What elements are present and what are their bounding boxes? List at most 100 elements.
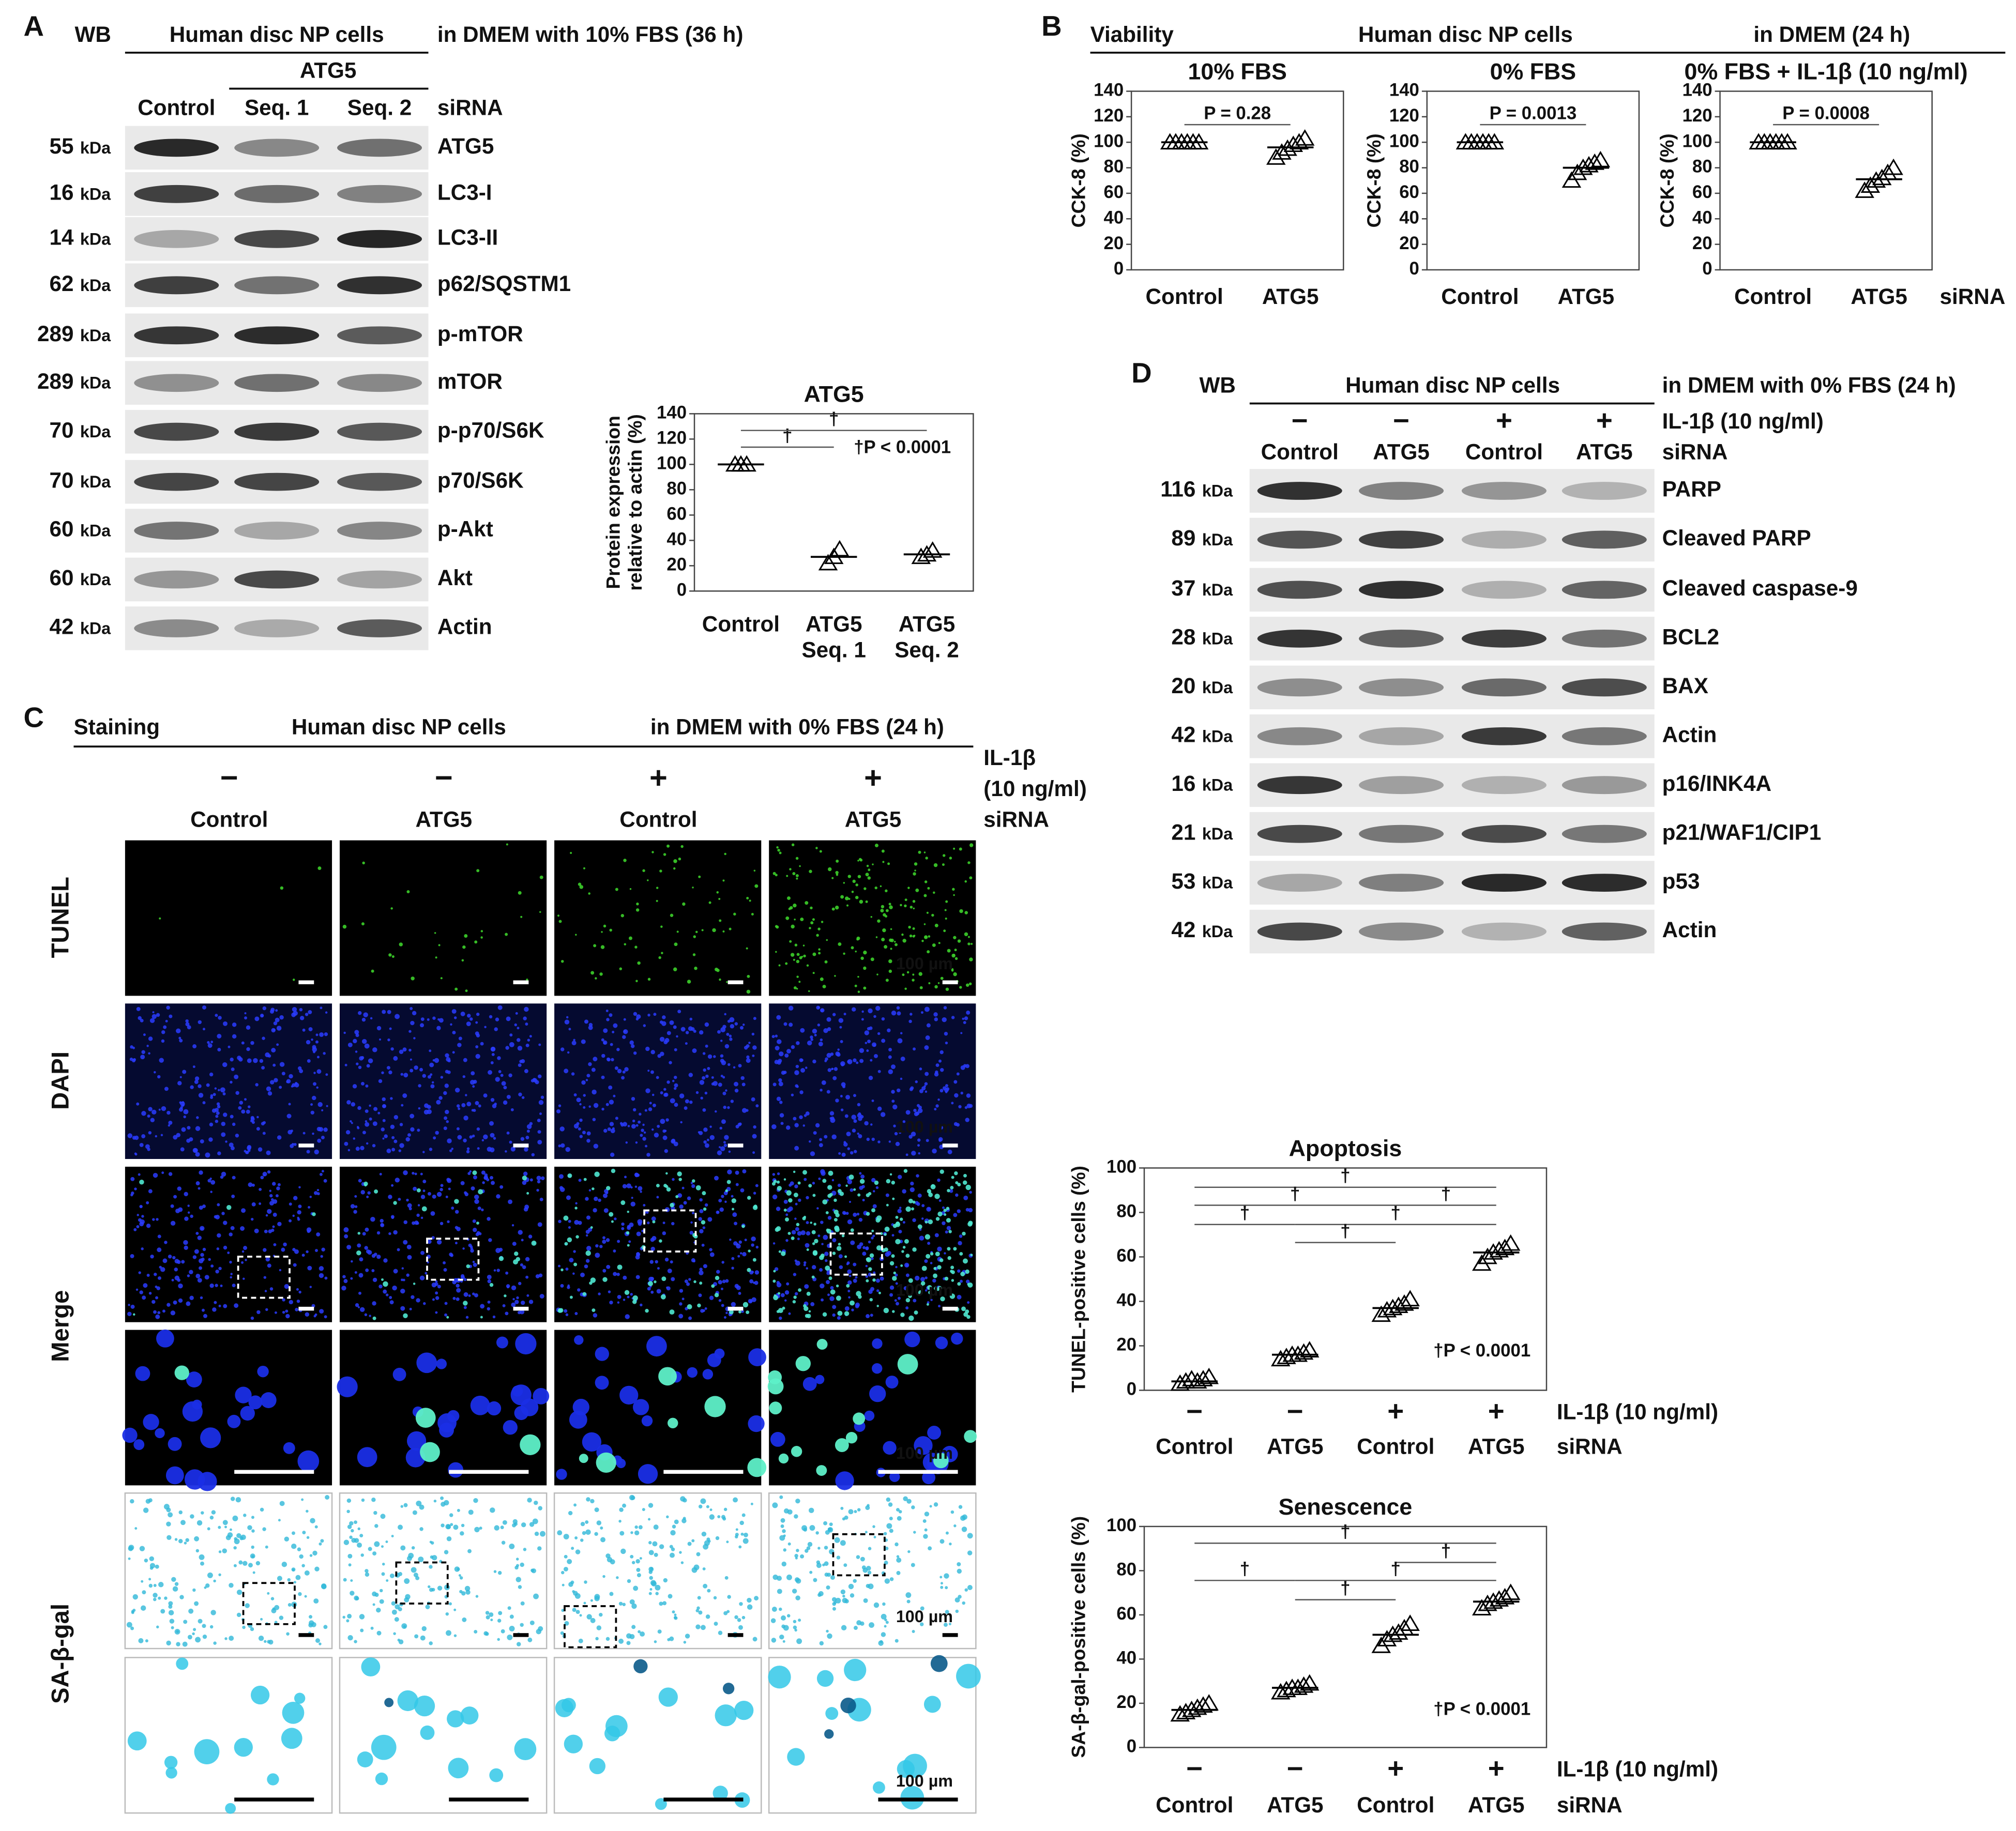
cell (850, 1151, 854, 1155)
cell (678, 1314, 684, 1319)
cell (406, 1431, 427, 1451)
cell (711, 1076, 714, 1079)
cell (166, 1303, 171, 1307)
cell (648, 1566, 654, 1572)
cell (679, 1551, 682, 1554)
cell (658, 956, 661, 959)
molecular-weight: 16 (1171, 771, 1195, 796)
cell (948, 1623, 951, 1626)
cell (937, 1265, 942, 1270)
cell (617, 1301, 620, 1304)
cell (692, 887, 694, 889)
cell (945, 917, 947, 920)
cell (433, 1136, 436, 1140)
cell (668, 1417, 678, 1429)
cell (520, 1263, 523, 1267)
cell (786, 1190, 792, 1196)
cell (885, 1546, 889, 1550)
cell (585, 1259, 590, 1263)
cell (809, 1570, 813, 1574)
cell (490, 1046, 496, 1052)
cell (319, 1172, 323, 1176)
cell (902, 973, 905, 976)
cell (204, 1275, 209, 1280)
cell (451, 1009, 457, 1014)
cell (778, 964, 781, 967)
cell (609, 1592, 614, 1596)
cell (619, 1531, 625, 1536)
cell (362, 861, 365, 865)
cell (872, 1363, 883, 1374)
cell (421, 1626, 427, 1631)
cell (714, 1348, 725, 1359)
y-tick-label: 140 (1094, 81, 1124, 100)
cell (609, 1122, 614, 1126)
cell (645, 1308, 649, 1313)
cell (900, 1032, 903, 1034)
scale-bar (878, 1797, 958, 1802)
cell (629, 1494, 635, 1501)
cell (169, 1619, 175, 1624)
cell (905, 1153, 908, 1156)
cell (827, 1185, 832, 1190)
cell (609, 1100, 614, 1105)
cell (389, 1027, 392, 1030)
cell (648, 1518, 651, 1521)
cell (851, 946, 854, 950)
cell (923, 1534, 928, 1539)
cell (633, 1585, 639, 1591)
cell (558, 1144, 562, 1148)
cell (746, 1310, 750, 1315)
cell (822, 1312, 827, 1317)
cell (816, 1670, 834, 1687)
cell (469, 1017, 473, 1021)
chart-title: 10% FBS (1188, 58, 1286, 84)
scale-bar-label: 100 µm (896, 1607, 953, 1626)
cell (456, 1284, 460, 1288)
cell (462, 1247, 465, 1250)
cell (351, 1260, 353, 1263)
cell (877, 1106, 882, 1111)
cell (145, 1144, 150, 1149)
cell (235, 1134, 239, 1138)
cell (642, 1137, 646, 1141)
cell (870, 1123, 873, 1126)
cell (926, 1207, 931, 1212)
cell (568, 1219, 571, 1223)
cell (786, 1614, 791, 1618)
cell (888, 969, 892, 973)
cell (640, 1191, 642, 1193)
cell (185, 1019, 189, 1023)
scale-bar (234, 1797, 314, 1802)
cell (943, 1209, 947, 1212)
y-tick-label: 0 (1702, 259, 1712, 279)
cell (149, 1556, 155, 1562)
weight-unit: kDa (1202, 874, 1233, 892)
cell (215, 1214, 220, 1219)
cell (817, 1593, 822, 1597)
cell (449, 1513, 453, 1517)
cell (627, 1226, 631, 1230)
cell (902, 1189, 906, 1194)
cell (378, 1079, 383, 1084)
cell (729, 1309, 734, 1315)
cell (508, 1073, 512, 1077)
cell (881, 1039, 886, 1043)
cell (297, 1547, 301, 1551)
cell (828, 867, 832, 872)
cell (640, 1303, 643, 1307)
cell (724, 1200, 727, 1203)
cell (391, 1136, 395, 1139)
data-point (1394, 1294, 1414, 1311)
cell (702, 1369, 714, 1380)
cell (832, 1013, 836, 1016)
cell (215, 1284, 218, 1287)
cell (789, 940, 792, 943)
chart-title: Apoptosis (1289, 1135, 1402, 1161)
plot-frame (1426, 90, 1640, 271)
cell (127, 1311, 132, 1317)
cell (390, 1124, 395, 1130)
cell (246, 1025, 251, 1030)
cell (970, 1254, 973, 1257)
cell (853, 1278, 857, 1283)
